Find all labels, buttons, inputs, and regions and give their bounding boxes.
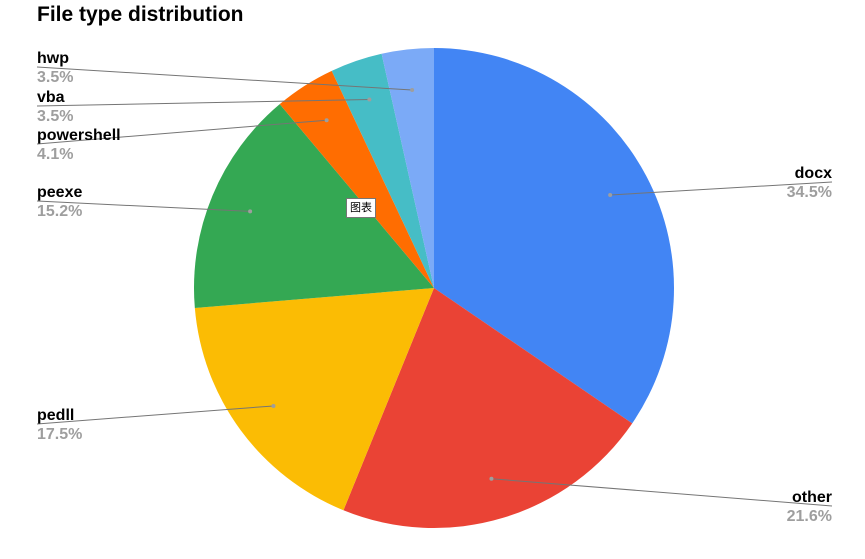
slice-label-vba: vba (37, 89, 65, 106)
leader-dot-docx (608, 192, 613, 197)
slice-label-peexe: peexe (37, 184, 82, 201)
leader-dot-hwp (410, 88, 415, 93)
slice-percent-other: 21.6% (787, 508, 832, 525)
slice-percent-hwp: 3.5% (37, 69, 73, 86)
slice-labels: docx 34.5% other 21.6% pedll 17.5% peexe 15.2% p… (37, 50, 832, 525)
pie-slice-vba[interactable] (331, 53, 434, 289)
slice-percent-pedll: 17.5% (37, 426, 82, 443)
leader-dot-vba (367, 97, 372, 102)
slice-label-docx: docx (795, 165, 832, 182)
leader-lines (36, 66, 833, 507)
pie-slice-pedll[interactable] (194, 288, 434, 511)
slice-percent-peexe: 15.2% (37, 203, 82, 220)
chart-title: File type distribution (37, 3, 244, 26)
slice-label-hwp: hwp (37, 50, 69, 67)
pie-slices (194, 48, 675, 529)
slice-label-powershell: powershell (37, 127, 121, 144)
leader-dot-other (489, 476, 494, 481)
pie-slice-docx[interactable] (434, 48, 675, 424)
leader-line-docx (610, 181, 833, 196)
slice-percent-docx: 34.5% (787, 184, 832, 201)
leader-line-powershell (36, 119, 327, 145)
leader-dot-peexe (248, 209, 253, 214)
slice-label-other: other (792, 489, 832, 506)
leader-line-pedll (36, 405, 274, 425)
leader-dot-powershell (324, 118, 329, 123)
leader-dot-pedll (271, 403, 276, 408)
leader-line-vba (36, 99, 370, 107)
leader-line-peexe (36, 200, 251, 212)
pie-slice-powershell[interactable] (279, 70, 434, 288)
leader-line-other (491, 478, 833, 507)
slice-percent-vba: 3.5% (37, 108, 73, 125)
pie-slice-hwp[interactable] (381, 48, 434, 288)
slice-label-pedll: pedll (37, 407, 74, 424)
slice-percent-powershell: 4.1% (37, 146, 73, 163)
leader-line-hwp (36, 66, 413, 91)
chart-tooltip: 图表 (346, 198, 376, 218)
pie-slice-peexe[interactable] (194, 104, 434, 308)
pie-slice-other[interactable] (343, 288, 633, 529)
